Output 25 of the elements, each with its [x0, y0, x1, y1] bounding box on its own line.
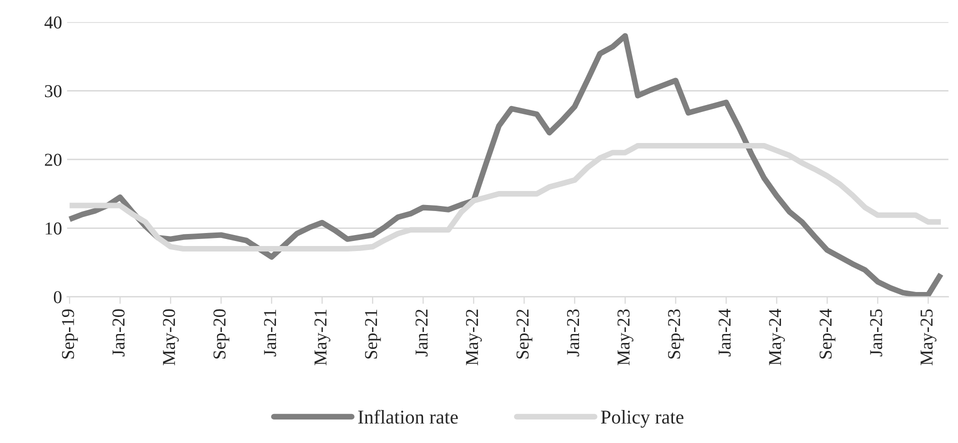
- x-tick-label: May-23: [618, 309, 634, 366]
- x-tick-label: May-24: [769, 308, 785, 366]
- x-tick-label: Sep-21: [365, 310, 381, 359]
- x-tick-label: Jan-23: [567, 309, 580, 356]
- x-tick-label: May-25: [920, 309, 936, 366]
- x-tick-label: Sep-24: [820, 308, 836, 359]
- x-tick-label: May-21: [314, 310, 330, 366]
- x-tick-label: Sep-23: [668, 309, 684, 359]
- x-tick-label: May-20: [162, 309, 179, 366]
- x-tick-label: Jan-21: [264, 310, 276, 356]
- x-tick-label: Jan-24: [718, 308, 731, 356]
- y-tick-label: 30: [45, 85, 62, 98]
- x-tick-label: May-22: [466, 310, 482, 366]
- legend-label: Inflation rate: [358, 410, 458, 424]
- x-tick-label: Jan-22: [416, 310, 428, 356]
- y-tick-label: 20: [44, 154, 62, 166]
- x-tick-label: Jan-20: [112, 309, 125, 356]
- y-tick-label: 10: [46, 222, 62, 235]
- y-tick-label: 0: [54, 291, 62, 304]
- x-tick-label: Jan-25: [870, 309, 882, 356]
- x-tick-label: Sep-19: [62, 309, 78, 359]
- y-tick-label: 40: [44, 16, 62, 29]
- legend-label: Policy rate: [600, 410, 684, 428]
- x-tick-label: Sep-20: [213, 309, 230, 359]
- x-tick-label: Sep-22: [516, 310, 532, 359]
